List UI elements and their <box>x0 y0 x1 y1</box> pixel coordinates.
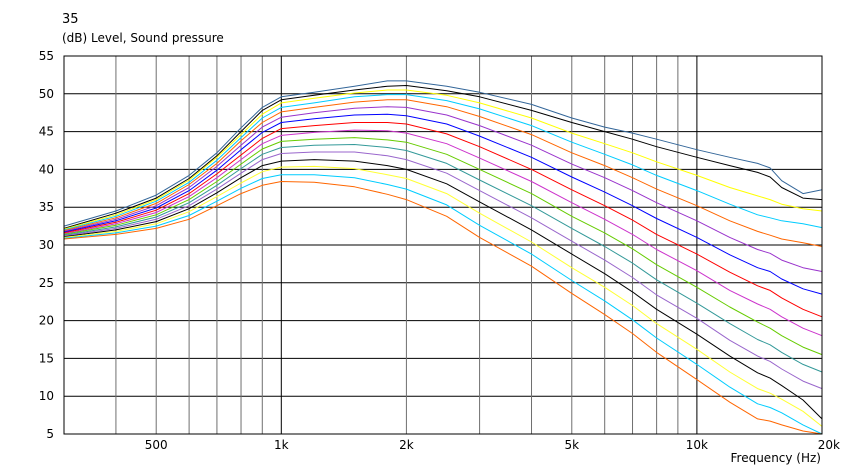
series-line-6 <box>63 106 823 272</box>
series-line-9 <box>63 129 823 337</box>
x-tick-label: 500 <box>145 438 168 452</box>
x-tick-labels: 500 1k 2k 5k 10k 20k <box>145 438 840 452</box>
y-tick-label: 40 <box>39 162 54 176</box>
x-tick-label: 20k <box>818 438 840 452</box>
y-tick-label: 20 <box>39 314 54 328</box>
y-tick-label: 55 <box>39 49 54 63</box>
series-line-8 <box>63 122 823 318</box>
y-tick-label: 30 <box>39 238 54 252</box>
x-tick-label: 1k <box>274 438 289 452</box>
series-line-15 <box>63 174 823 435</box>
series-line-10 <box>63 137 823 356</box>
series-line-1 <box>63 80 823 227</box>
x-tick-label: 10k <box>686 438 708 452</box>
series-line-7 <box>63 113 823 295</box>
series-line-3 <box>63 89 823 230</box>
series-line-11 <box>63 144 823 373</box>
y-axis-title: (dB) Level, Sound pressure <box>62 31 224 45</box>
y-tick-label: 15 <box>39 351 54 365</box>
y-tick-label: 35 <box>39 200 54 214</box>
grid-lines <box>64 56 822 434</box>
x-tick-label: 2k <box>399 438 414 452</box>
series-line-14 <box>63 165 823 427</box>
x-axis-title: Frequency (Hz) <box>730 451 822 465</box>
y-tick-label: 45 <box>39 125 54 139</box>
top-value-label: 35 <box>62 12 79 27</box>
y-tick-label: 50 <box>39 87 54 101</box>
series-line-2 <box>63 85 823 229</box>
plot-border <box>63 55 823 435</box>
series-line-4 <box>63 94 823 231</box>
series-line-12 <box>63 151 823 390</box>
series-line-13 <box>63 159 823 420</box>
y-tick-label: 10 <box>39 389 54 403</box>
y-tick-label: 5 <box>46 427 54 441</box>
y-tick-labels: 5 10 15 20 25 30 35 40 45 50 55 <box>39 49 54 441</box>
series-line-16 <box>63 181 823 435</box>
series-line-5 <box>63 99 823 247</box>
x-tick-label: 5k <box>564 438 579 452</box>
y-tick-label: 25 <box>39 276 54 290</box>
series-lines <box>63 80 823 435</box>
